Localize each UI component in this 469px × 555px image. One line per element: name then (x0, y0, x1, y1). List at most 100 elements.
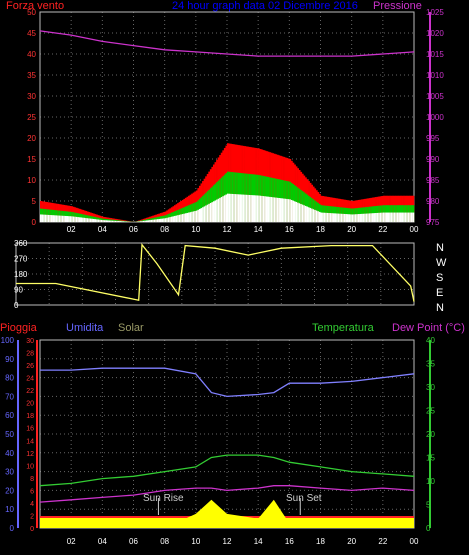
wind-low-bar (61, 215, 64, 222)
humidity-label: Umidita (66, 322, 104, 334)
wind-low-bar (111, 220, 114, 222)
wind-low-bar (294, 201, 296, 222)
chart-title: 24 hour graph data 02 Dicembre 2016 (172, 0, 358, 12)
rain-label: Pioggia (0, 322, 37, 334)
wind-low-bar (158, 218, 161, 222)
wind-low-bar (350, 214, 352, 222)
wind-low-bar (267, 196, 270, 222)
wind-low-bar (222, 196, 225, 222)
wind-low-bar (205, 205, 208, 222)
wind-low-bar (200, 208, 203, 222)
wind-x-tick-label: 14 (254, 225, 263, 234)
wind-low-bar (278, 197, 281, 222)
wind-low-bar (233, 194, 236, 222)
wind-low-bar (308, 207, 310, 222)
wind-low-bar (401, 212, 404, 222)
wind-low-bar (390, 212, 393, 222)
rain-axis-tick-label: 20 (26, 401, 34, 408)
wind-low-bar (219, 197, 222, 222)
wind-low-bar (303, 205, 306, 222)
wind-x-tick-label: 06 (129, 225, 138, 234)
wind-low-bar (194, 211, 197, 222)
wind-low-bar (395, 212, 398, 222)
pressure-axis-tick-label: 995 (426, 134, 440, 143)
wind-low-bar (175, 215, 178, 222)
wind-speed-label: Forza vento (6, 0, 65, 12)
wind-low-bar (124, 221, 127, 222)
pressure-axis-tick-label: 1010 (426, 71, 444, 80)
wind-low-bar (66, 216, 69, 222)
sunset-label: Sun Set (286, 493, 322, 504)
wind-low-bar (334, 213, 337, 222)
wind-x-tick-label: 02 (67, 225, 76, 234)
wind-low-bar (270, 197, 273, 222)
pressure-axis-tick-label: 1005 (426, 92, 444, 101)
wind-low-bar (85, 218, 88, 222)
wind-low-bar (370, 213, 373, 222)
rain-axis-tick-label: 28 (26, 351, 34, 358)
wind-x-tick-label: 20 (347, 225, 356, 234)
wind-low-bar (188, 212, 190, 222)
climate-x-tick-label: 10 (191, 537, 200, 546)
climate-x-tick-label: 22 (378, 537, 387, 546)
wind-low-bar (223, 195, 226, 222)
wind-low-bar (241, 194, 243, 222)
wind-low-bar (362, 213, 365, 222)
wind-x-tick-label: 16 (285, 225, 294, 234)
wind-low-bar (272, 197, 275, 222)
rain-axis-tick-label: 10 (26, 463, 34, 470)
wind-low-bar (139, 221, 142, 222)
wind-low-bar (247, 194, 250, 222)
wind-low-bar (375, 213, 377, 222)
wind-low-bar (346, 214, 349, 222)
wind-low-bar (68, 216, 70, 222)
wind-low-bar (242, 194, 245, 222)
wind-low-bar (164, 218, 167, 222)
humidity-axis-tick-label: 70 (5, 392, 14, 401)
wind-low-bar (71, 216, 74, 222)
wind-low-bar (348, 214, 351, 222)
wind-low-bar (58, 215, 61, 222)
rain-axis-tick-label: 8 (30, 476, 34, 483)
wind-low-bar (239, 194, 242, 222)
wind-low-bar (183, 213, 186, 222)
wind-low-bar (88, 218, 91, 222)
wind-low-bar (83, 217, 86, 222)
wind-direction-line (16, 242, 415, 302)
wind-axis-tick-label: 25 (27, 113, 36, 122)
wind-low-bar (80, 217, 83, 222)
dir-label-s: S (436, 272, 444, 284)
wind-low-bar (138, 221, 141, 222)
wind-axis-tick-label: 5 (32, 197, 37, 206)
rain-axis-tick-label: 2 (30, 513, 34, 520)
wind-low-bar (54, 215, 56, 222)
wind-low-bar (63, 215, 66, 222)
wind-x-tick-label: 00 (410, 225, 419, 234)
wind-low-bar (237, 194, 240, 222)
wind-low-bar (371, 213, 374, 222)
wind-low-bar (382, 212, 385, 222)
wind-low-bar (189, 212, 192, 222)
wind-low-bar (357, 214, 360, 222)
wind-low-bar (91, 218, 94, 222)
wind-low-bar (141, 221, 144, 222)
temperature-axis-tick-label: 5 (426, 501, 431, 510)
wind-low-bar (295, 201, 298, 222)
humidity-axis-tick-label: 90 (5, 355, 14, 364)
wind-x-tick-label: 08 (160, 225, 169, 234)
wind-low-bar (399, 212, 402, 222)
wind-low-bar (150, 219, 153, 222)
wind-low-bar (245, 194, 248, 222)
wind-axis-tick-label: 10 (27, 176, 36, 185)
wind-low-bar (217, 198, 220, 222)
wind-low-bar (156, 219, 159, 222)
direction-axis-tick-label: 180 (14, 270, 28, 279)
wind-low-bar (404, 212, 407, 222)
wind-low-bar (166, 217, 169, 222)
data-series (16, 30, 415, 528)
wind-low-bar (244, 194, 246, 222)
wind-low-bar (409, 212, 412, 222)
wind-x-tick-label: 18 (316, 225, 325, 234)
wind-low-bar (192, 211, 195, 222)
wind-low-bar (169, 217, 172, 222)
